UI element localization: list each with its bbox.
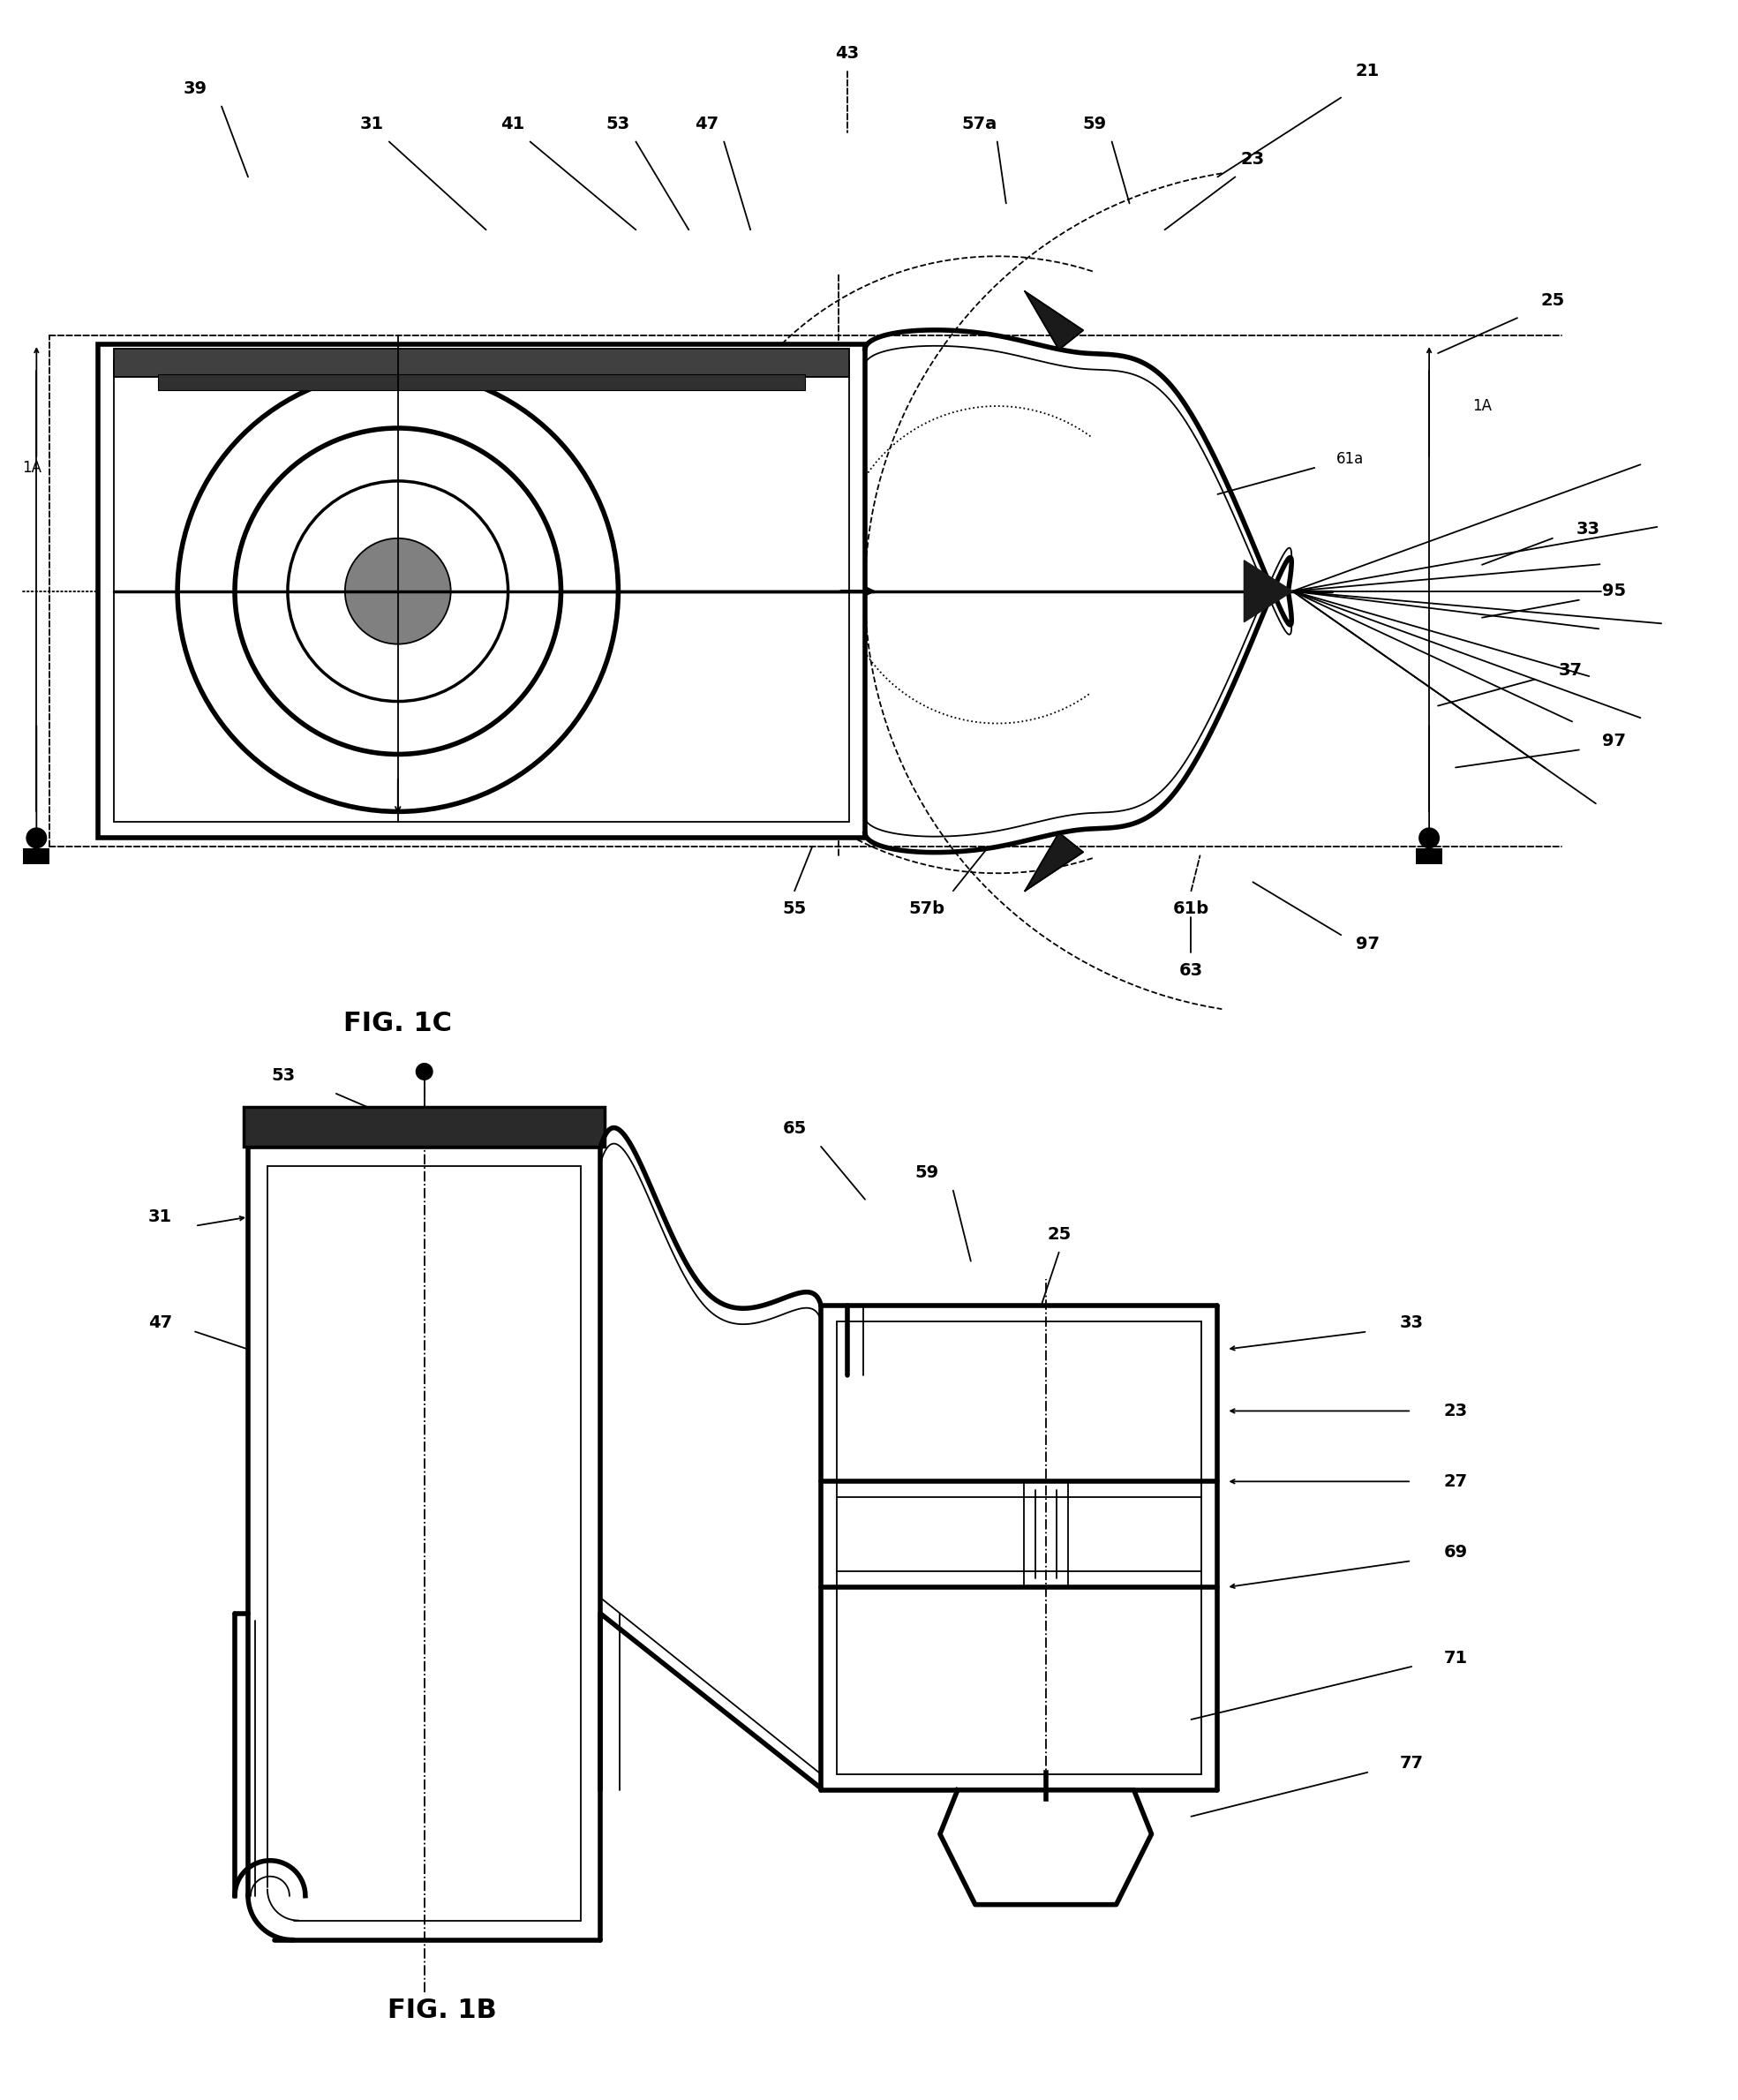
Circle shape: [235, 428, 561, 754]
Text: 47: 47: [695, 116, 718, 132]
Text: 57b: 57b: [909, 901, 945, 918]
Text: FIG. 1C: FIG. 1C: [344, 1010, 452, 1035]
Circle shape: [26, 827, 47, 848]
Text: 53: 53: [607, 116, 631, 132]
Bar: [115, 361, 850, 821]
Text: 47: 47: [148, 1315, 172, 1331]
Text: 61a: 61a: [1337, 452, 1364, 466]
Text: 61b: 61b: [1173, 901, 1210, 918]
Text: 63: 63: [1178, 962, 1203, 979]
Text: 33: 33: [1399, 1315, 1423, 1331]
Text: 25: 25: [1046, 1226, 1071, 1243]
Circle shape: [289, 481, 507, 701]
Text: 25: 25: [1540, 292, 1564, 309]
Text: 43: 43: [836, 44, 859, 61]
Text: 21: 21: [1356, 63, 1380, 80]
Text: 1A: 1A: [23, 460, 42, 477]
Text: 57a: 57a: [961, 116, 998, 132]
Text: 27: 27: [1444, 1472, 1467, 1489]
Text: 1A: 1A: [1472, 399, 1491, 414]
Circle shape: [1418, 827, 1439, 848]
Text: 59: 59: [914, 1166, 939, 1182]
Polygon shape: [940, 1789, 1152, 1905]
Text: 37: 37: [1559, 662, 1582, 678]
Text: 31: 31: [148, 1210, 172, 1226]
Text: 33: 33: [1576, 521, 1599, 538]
Text: 65: 65: [782, 1121, 806, 1138]
Text: 95: 95: [1602, 584, 1627, 601]
Circle shape: [177, 372, 619, 811]
Text: 23: 23: [1444, 1403, 1467, 1420]
Polygon shape: [1025, 292, 1083, 351]
Text: 71: 71: [1444, 1649, 1467, 1665]
Text: FIG. 1B: FIG. 1B: [388, 1997, 497, 2022]
Text: 31: 31: [360, 116, 384, 132]
Bar: [97, 344, 866, 838]
Text: 55: 55: [782, 901, 806, 918]
Text: 53: 53: [271, 1067, 295, 1084]
Bar: [243, 1107, 605, 1147]
Circle shape: [415, 1063, 433, 1079]
Text: 39: 39: [182, 80, 207, 97]
Polygon shape: [1244, 561, 1293, 622]
Bar: [23, 848, 50, 865]
Text: 41: 41: [501, 116, 525, 132]
Text: 97: 97: [1602, 733, 1627, 750]
Text: 23: 23: [1241, 151, 1265, 168]
Bar: [115, 349, 850, 378]
Bar: [158, 374, 805, 391]
Text: 69: 69: [1444, 1544, 1467, 1560]
Text: 97: 97: [1356, 934, 1380, 951]
Circle shape: [344, 538, 450, 645]
Polygon shape: [1025, 834, 1083, 890]
Text: 77: 77: [1399, 1756, 1423, 1772]
Text: 59: 59: [1083, 116, 1105, 132]
Bar: [1416, 848, 1443, 865]
